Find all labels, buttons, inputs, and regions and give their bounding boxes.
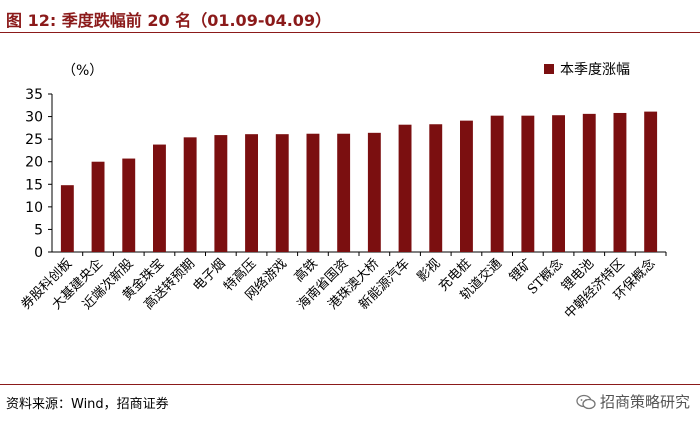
y-tick-label: 35 [25, 87, 43, 103]
chart-title: 图 12: 季度跌幅前 20 名（01.09-04.09） [6, 11, 332, 30]
bar [60, 185, 74, 252]
watermark: 招商策略研究 [576, 391, 690, 412]
bar [214, 135, 228, 252]
bar [337, 133, 351, 252]
bar [429, 124, 443, 252]
bar-chart: （%）05101520253035券股科创板大基建央企近端次新股黄金珠宝高送转预… [18, 62, 667, 322]
bar [460, 120, 473, 253]
bar [582, 113, 596, 252]
bar [245, 134, 258, 252]
bar [552, 115, 565, 253]
bar [644, 111, 658, 252]
y-tick-label: 15 [25, 177, 43, 193]
wechat-icon [576, 394, 596, 409]
bar [490, 115, 504, 252]
figure-footer: 资料来源：Wind，招商证券 招商策略研究 [0, 384, 700, 421]
chart-area: （%） 0 5 10 15 20 25 30 35 券股科创板 大基建央企 近端次新股 黄金珠宝 高送转预… [0, 34, 700, 384]
source-note: 资料来源：Wind，招商证券 [6, 397, 169, 412]
watermark-text: 招商策略研究 [599, 393, 690, 411]
figure-header: 图 12: 季度跌幅前 20 名（01.09-04.09） [0, 0, 700, 33]
bar [398, 124, 412, 252]
bar [122, 158, 136, 252]
y-tick-label: 0 [34, 245, 43, 261]
y-tick-label: 5 [34, 222, 43, 238]
y-tick-label: 20 [25, 155, 43, 171]
bar [306, 133, 320, 252]
bar [613, 112, 627, 253]
bar [153, 144, 166, 252]
legend-swatch [544, 64, 554, 74]
bar [367, 132, 381, 252]
bar [275, 134, 289, 252]
y-tick-label: 25 [25, 132, 43, 148]
x-tick-label: 电子烟 [190, 256, 228, 294]
bar [91, 161, 105, 252]
y-tick-label: 30 [25, 110, 43, 126]
bar [521, 115, 535, 252]
legend-label: 本季度涨幅 [560, 62, 630, 78]
y-axis-label: （%） [62, 63, 103, 79]
y-tick-label: 10 [25, 200, 43, 216]
bar [183, 137, 197, 252]
